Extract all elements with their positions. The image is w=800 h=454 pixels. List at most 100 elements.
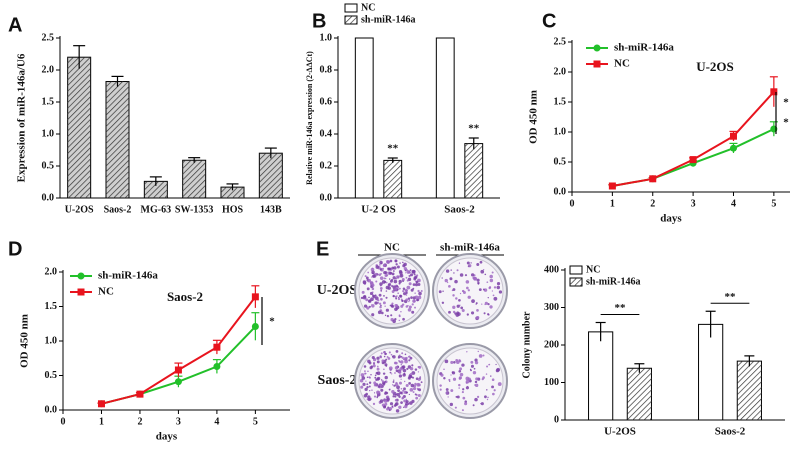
colony [459, 367, 463, 371]
colony [401, 356, 404, 359]
colony [380, 388, 384, 392]
colony [394, 259, 398, 263]
x-tick-label: U-2 OS [361, 204, 396, 216]
colony [385, 277, 387, 280]
colony [454, 406, 457, 409]
colony [483, 312, 486, 315]
colony [391, 390, 395, 394]
colony [456, 304, 460, 308]
colony [374, 301, 378, 305]
colony [450, 360, 454, 364]
y-tick-label: 1.5 [42, 96, 55, 107]
colony [458, 262, 461, 264]
colony [396, 275, 400, 279]
colony [399, 273, 404, 278]
colony [405, 356, 408, 360]
colony [449, 402, 453, 407]
colony [392, 395, 395, 398]
colony [373, 392, 376, 394]
colony [402, 289, 405, 293]
colony [466, 351, 468, 353]
colony [384, 314, 387, 317]
legend-label: NC [98, 286, 114, 298]
colony [379, 260, 383, 265]
bar [698, 323, 724, 421]
colony [382, 301, 386, 305]
colony [402, 261, 404, 264]
colony [416, 299, 419, 302]
point [213, 363, 221, 371]
colony [491, 378, 495, 382]
colony [367, 359, 371, 364]
colony [484, 273, 487, 276]
colony [495, 363, 497, 366]
colony [490, 375, 492, 377]
colony [365, 276, 369, 280]
colony [376, 299, 378, 301]
colony [460, 306, 464, 310]
colony [387, 357, 391, 360]
colony [445, 269, 450, 273]
colony [482, 354, 485, 357]
colony [386, 260, 390, 264]
colony [370, 374, 372, 376]
colony [375, 295, 378, 298]
colony [472, 404, 475, 407]
colony [394, 372, 396, 374]
y-tick-label: 2.0 [554, 66, 567, 77]
colony [383, 263, 386, 266]
dish [432, 343, 508, 419]
colony [371, 287, 375, 291]
colony [383, 384, 385, 387]
point [251, 323, 259, 331]
colony [444, 359, 449, 364]
colony [390, 314, 393, 317]
colony [411, 364, 414, 367]
colony [385, 274, 389, 277]
colony [412, 287, 415, 290]
colony [362, 295, 367, 300]
colony [489, 274, 493, 279]
colony [392, 355, 396, 359]
colony [399, 262, 401, 264]
colony [473, 367, 476, 370]
legend-swatch-hatch [345, 16, 357, 24]
colony [474, 358, 478, 362]
x-tick-label: 143B [260, 204, 282, 215]
colony [405, 391, 408, 394]
colony [393, 266, 397, 270]
colony [485, 373, 488, 375]
y-tick-label: 2.0 [42, 64, 55, 75]
colony [378, 293, 382, 297]
colony [400, 360, 404, 364]
colony [371, 389, 373, 391]
colony [455, 395, 458, 398]
point [729, 144, 737, 152]
colony [405, 398, 408, 401]
legend-marker [77, 272, 85, 280]
colony [406, 367, 409, 371]
colony [470, 311, 475, 315]
annotation: * [783, 97, 789, 109]
x-tick-label: HOS [222, 204, 244, 215]
colony [405, 400, 409, 404]
y-axis-label: OD 450 nm [19, 314, 31, 368]
colony [381, 359, 385, 363]
x-tick-label: SW-1353 [175, 204, 214, 215]
colony [397, 292, 399, 294]
annotation: ** [615, 302, 627, 314]
colony [376, 367, 380, 371]
colony [394, 399, 398, 402]
x-tick-label: 0 [570, 198, 575, 209]
colony [398, 370, 402, 374]
colony [375, 265, 380, 269]
colony [477, 281, 480, 285]
colony [409, 269, 412, 271]
colony [405, 298, 409, 302]
legend-marker [593, 60, 601, 68]
colony [493, 286, 497, 289]
x-axis-label: days [156, 431, 178, 443]
point [174, 366, 182, 374]
x-tick-label: U-2OS [65, 204, 94, 215]
colony [483, 269, 485, 271]
